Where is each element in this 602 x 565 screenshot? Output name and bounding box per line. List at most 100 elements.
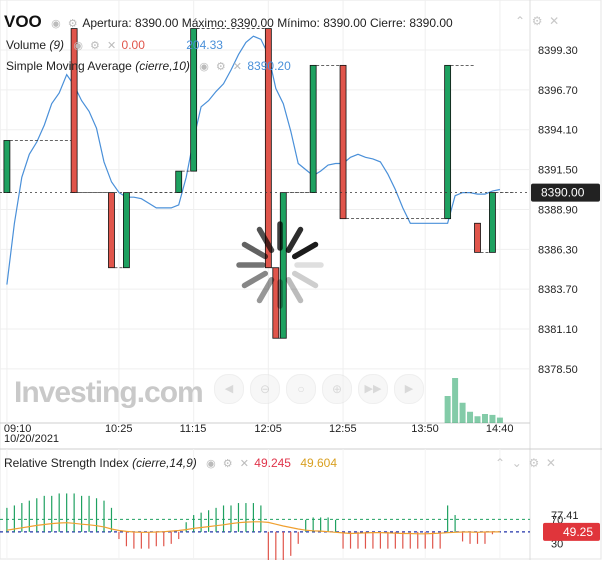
rsi-line [6, 521, 500, 535]
symbol-visibility-icons[interactable]: ◉ ⚙ [51, 18, 80, 30]
price-tick-label: 8386.30 [538, 244, 578, 256]
time-tick-label: 14:40 [486, 423, 514, 435]
ohlc-header: VOO ◉ ⚙ Apertura: 8390.00 Máximo: 8390.0… [4, 12, 453, 32]
open-value: 8390.00 [135, 16, 179, 30]
price-tick-label: 8399.30 [538, 45, 578, 57]
rsi-legend-icons[interactable]: ◉ ⚙ ✕ [206, 458, 251, 470]
rsi-window-controls[interactable]: ⌃ ⌄ ⚙ ✕ [495, 456, 556, 470]
sma-label: Simple Moving Average [6, 59, 132, 73]
candle [175, 170, 183, 194]
candle [474, 222, 481, 253]
open-label: Apertura: [82, 16, 132, 30]
loading-spinner-segment [285, 226, 304, 254]
rsi-legend: Relative Strength Index (cierre,14,9) ◉ … [4, 456, 337, 470]
loading-spinner-segment [291, 241, 319, 260]
loading-spinner-segment [241, 241, 269, 260]
sma-legend: Simple Moving Average (cierre,10) ◉ ⚙ ✕ … [6, 59, 291, 73]
rsi-tick-label: 77.41 [551, 510, 579, 522]
candle [309, 64, 317, 193]
volume-legend: Volume (9) ◉ ⚙ ✕ 0.00 204.33 [6, 38, 223, 52]
price-tick-label: 8396.70 [538, 85, 578, 97]
candle [190, 28, 198, 172]
collapse-icon: ⌃ [515, 14, 526, 28]
sma-param: (cierre,10) [135, 59, 190, 73]
symbol-title: VOO [4, 12, 42, 31]
candle [108, 192, 115, 269]
candle [339, 64, 347, 220]
time-tick-label: 12:55 [329, 423, 357, 435]
candle [264, 28, 272, 269]
high-value: 8390.00 [230, 16, 274, 30]
loading-spinner-segment [291, 270, 319, 289]
close-label: Cierre: [369, 16, 406, 30]
date-label: 10/20/2021 [4, 433, 59, 445]
price-tick-label: 8381.10 [538, 324, 578, 336]
rsi-value-1: 49.245 [254, 456, 291, 470]
watermark-logo: Investing.com [14, 376, 204, 409]
volume-value-2: 204.33 [186, 38, 223, 52]
close-icon: ✕ [549, 14, 560, 28]
price-tick-label: 8388.90 [538, 204, 578, 216]
sma-line [6, 35, 501, 285]
scroll-left-button[interactable]: ◀ [214, 374, 244, 404]
price-tick-label: 8394.10 [538, 125, 578, 137]
rsi-value-2: 49.604 [300, 456, 338, 470]
time-tick-label: 13:50 [411, 423, 439, 435]
volume-bar [474, 416, 481, 423]
price-tick-label: 8391.50 [538, 165, 578, 177]
scroll-right-button[interactable]: ▶ [394, 374, 424, 404]
rsi-param: (cierre,14,9) [132, 456, 197, 470]
loading-spinner-segment [241, 270, 269, 289]
sma-value: 8390.20 [247, 59, 291, 73]
volume-bar [467, 411, 474, 423]
candle [3, 140, 11, 193]
volume-param: (9) [49, 38, 65, 52]
loading-spinner-segment [285, 276, 304, 304]
window-controls[interactable]: ⌃ ⚙ ✕ [515, 14, 559, 28]
volume-bar [459, 402, 466, 423]
loading-spinner-segment [256, 226, 275, 254]
zoom-in-button[interactable]: ⊕ [322, 374, 352, 404]
volume-bar [452, 378, 459, 423]
candle [279, 192, 287, 339]
time-tick-label: 11:15 [180, 423, 207, 435]
rsi-label: Relative Strength Index [4, 456, 129, 470]
volume-bar [489, 414, 496, 423]
current-price-badge [531, 183, 600, 202]
time-tick-label: 10:25 [105, 423, 133, 435]
reset-zoom-button[interactable]: ○ [286, 374, 316, 404]
rsi-current-label: 49.25 [563, 525, 593, 539]
rsi-tick-label: 30 [551, 538, 563, 550]
settings-icon: ⚙ [531, 14, 543, 28]
loading-spinner-segment [256, 276, 275, 304]
volume-bar [481, 414, 488, 423]
navigation-toolbar: ◀ ⊖ ○ ⊕ ▶▶ ▶ [214, 374, 424, 404]
volume-bar [496, 417, 503, 423]
volume-value-1: 0.00 [121, 38, 145, 52]
price-tick-label: 8378.50 [538, 364, 578, 376]
low-label: Mínimo: [277, 16, 320, 30]
candle [70, 28, 78, 194]
rsi-expand-icon: ⌄ [511, 456, 522, 470]
sma-legend-icons[interactable]: ◉ ⚙ ✕ [199, 61, 245, 73]
rsi-current-badge [543, 522, 600, 541]
low-value: 8390.00 [323, 16, 367, 30]
current-price-label: 8390.00 [541, 186, 585, 200]
zoom-out-button[interactable]: ⊖ [250, 374, 280, 404]
rsi-collapse-icon: ⌃ [495, 456, 506, 470]
rsi-close-icon: ✕ [545, 456, 556, 470]
close-value: 8390.00 [409, 16, 453, 30]
high-label: Máximo: [181, 16, 228, 30]
price-tick-label: 8383.70 [538, 284, 578, 296]
candle [123, 192, 130, 269]
candle [489, 192, 496, 253]
volume-legend-icons[interactable]: ◉ ⚙ ✕ [73, 40, 119, 52]
time-tick-label: 12:05 [254, 423, 282, 435]
volume-bar [444, 396, 451, 423]
volume-label: Volume [6, 38, 47, 52]
scroll-to-end-button[interactable]: ▶▶ [358, 374, 388, 404]
candle [444, 64, 452, 220]
